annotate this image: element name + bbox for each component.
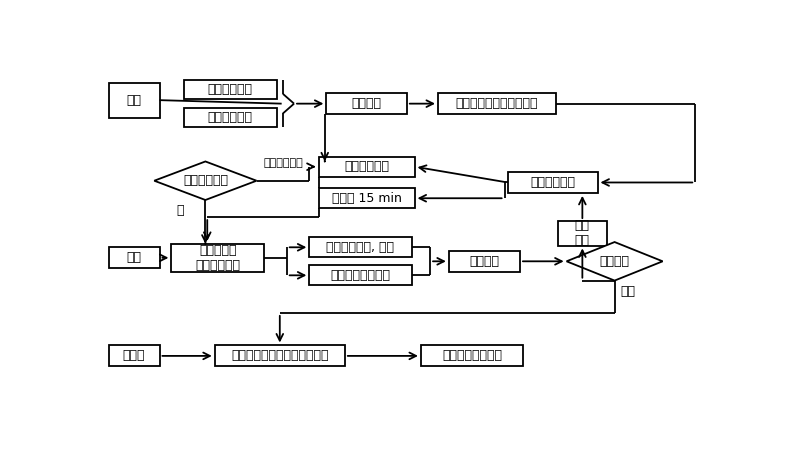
FancyBboxPatch shape xyxy=(326,93,407,114)
Text: 产氢测试: 产氢测试 xyxy=(600,255,630,268)
Text: 准备: 准备 xyxy=(126,94,142,106)
FancyBboxPatch shape xyxy=(558,221,606,246)
Text: 测量载气流量, 换算: 测量载气流量, 换算 xyxy=(326,241,394,254)
Text: 设置数据测试采集: 设置数据测试采集 xyxy=(330,269,390,282)
FancyBboxPatch shape xyxy=(109,248,159,268)
Text: 调节稳流阀
设置反应压力: 调节稳流阀 设置反应压力 xyxy=(195,244,240,272)
FancyBboxPatch shape xyxy=(508,172,598,193)
Text: 测试: 测试 xyxy=(126,251,142,264)
FancyBboxPatch shape xyxy=(109,345,159,366)
Text: 完成: 完成 xyxy=(621,285,636,298)
Text: 反应相关准备: 反应相关准备 xyxy=(208,111,253,124)
FancyBboxPatch shape xyxy=(421,345,523,366)
Text: 关闭相关设备、清理反应器等: 关闭相关设备、清理反应器等 xyxy=(231,349,329,362)
Text: 调高压气瓶阀: 调高压气瓶阀 xyxy=(530,176,575,189)
Text: 无: 无 xyxy=(177,204,184,217)
FancyBboxPatch shape xyxy=(109,83,159,118)
FancyBboxPatch shape xyxy=(438,93,556,114)
Polygon shape xyxy=(566,242,662,281)
Text: 加载光源: 加载光源 xyxy=(470,255,499,268)
Text: 后处理: 后处理 xyxy=(123,349,146,362)
Text: 有，继续吹扫: 有，继续吹扫 xyxy=(263,158,302,168)
Text: 开搅拌、控温水、循环泵: 开搅拌、控温水、循环泵 xyxy=(455,97,538,110)
FancyBboxPatch shape xyxy=(318,188,414,208)
Polygon shape xyxy=(154,162,257,200)
Text: 补充
溶液: 补充 溶液 xyxy=(575,219,590,247)
Text: 测试仪器就绪: 测试仪器就绪 xyxy=(208,83,253,96)
FancyBboxPatch shape xyxy=(171,244,264,272)
Text: 分析处理测试数据: 分析处理测试数据 xyxy=(442,349,502,362)
Text: 设时间控制器: 设时间控制器 xyxy=(344,160,389,173)
Text: 或吹扫 15 min: 或吹扫 15 min xyxy=(332,192,402,205)
FancyBboxPatch shape xyxy=(214,345,345,366)
Text: 色谱检测氧气: 色谱检测氧气 xyxy=(183,174,228,187)
FancyBboxPatch shape xyxy=(310,265,411,285)
Text: 连接设备: 连接设备 xyxy=(352,97,382,110)
FancyBboxPatch shape xyxy=(184,108,277,127)
FancyBboxPatch shape xyxy=(449,251,520,272)
FancyBboxPatch shape xyxy=(310,237,411,258)
FancyBboxPatch shape xyxy=(318,157,414,177)
FancyBboxPatch shape xyxy=(184,80,277,99)
